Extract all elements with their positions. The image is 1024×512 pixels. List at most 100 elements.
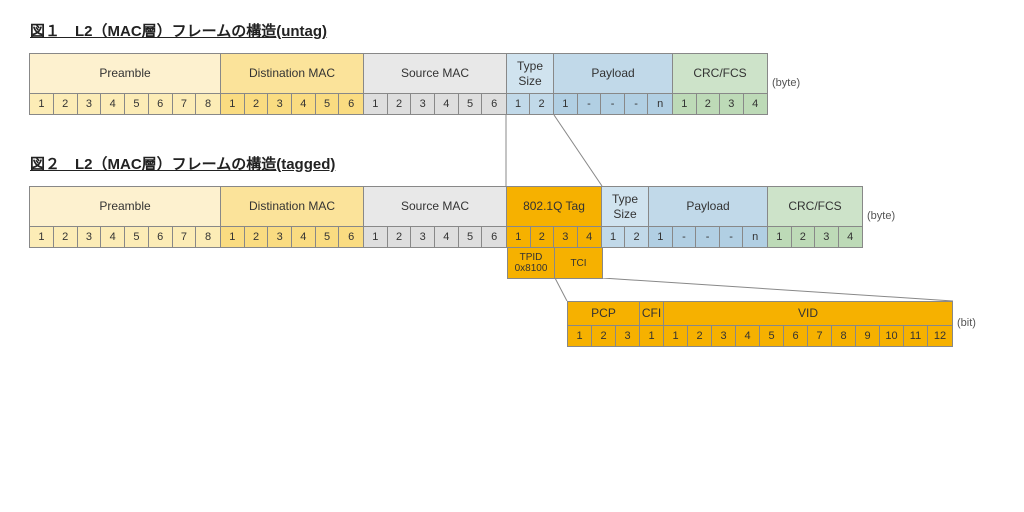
byte-cell: 4 <box>839 227 862 247</box>
byte-cell: 4 <box>435 227 459 247</box>
bit-cell: 1 <box>664 326 688 346</box>
payload-field: Payload1---n <box>553 53 673 115</box>
byte-cell: 1 <box>221 227 245 247</box>
byte-cell: 5 <box>459 227 483 247</box>
fig1-title: 図１ L2（MAC層）フレームの構造(untag) <box>30 20 994 41</box>
dmac-field-bytes: 123456 <box>221 94 363 114</box>
tag-field-header: 802.1Q Tag <box>507 187 601 227</box>
byte-cell: 3 <box>815 227 839 247</box>
byte-cell: 3 <box>554 227 578 247</box>
tag-field-bytes: 1234 <box>507 227 601 247</box>
fig2-frame: Preamble12345678Distination MAC123456Sou… <box>30 186 994 248</box>
byte-cell: 6 <box>482 94 506 114</box>
byte-cell: 6 <box>149 94 173 114</box>
bit-cell: 4 <box>736 326 760 346</box>
bit-cell: 5 <box>760 326 784 346</box>
byte-cell: 1 <box>673 94 697 114</box>
byte-cell: 6 <box>339 94 363 114</box>
crc-field-header: CRC/FCS <box>673 54 767 94</box>
byte-cell: 3 <box>720 94 744 114</box>
byte-cell: 5 <box>316 94 340 114</box>
byte-cell: 2 <box>388 227 412 247</box>
smac-field: Source MAC123456 <box>363 53 507 115</box>
byte-cell: - <box>601 94 625 114</box>
byte-cell: 1 <box>364 94 388 114</box>
byte-cell: 4 <box>101 94 125 114</box>
dmac-field: Distination MAC123456 <box>220 186 364 248</box>
byte-cell: 5 <box>459 94 483 114</box>
byte-cell: 2 <box>531 227 555 247</box>
smac-field-bytes: 123456 <box>364 94 506 114</box>
smac-field-header: Source MAC <box>364 54 506 94</box>
byte-cell: 4 <box>292 227 316 247</box>
byte-cell: 2 <box>792 227 816 247</box>
preamble-field-header: Preamble <box>30 187 220 227</box>
bit-cell: 1 <box>640 326 664 346</box>
byte-cell: 4 <box>578 227 601 247</box>
unit-bit: (bit) <box>957 301 976 345</box>
byte-cell: 6 <box>339 227 363 247</box>
payload-field-bytes: 1---n <box>554 94 672 114</box>
crc-field: CRC/FCS1234 <box>672 53 768 115</box>
byte-cell: 3 <box>411 94 435 114</box>
payload-field: Payload1---n <box>648 186 768 248</box>
tpid-subfield: TPID 0x8100 <box>508 248 555 278</box>
byte-cell: 1 <box>30 94 54 114</box>
bit-cell: 11 <box>904 326 928 346</box>
bit-cell: 2 <box>592 326 616 346</box>
byte-cell: n <box>648 94 672 114</box>
byte-cell: 2 <box>245 227 269 247</box>
figure-2: 図２ L2（MAC層）フレームの構造(tagged) Preamble12345… <box>30 153 994 347</box>
byte-cell: - <box>625 94 649 114</box>
crc-field-bytes: 1234 <box>673 94 767 114</box>
byte-cell: 3 <box>268 94 292 114</box>
byte-cell: 3 <box>78 227 102 247</box>
byte-cell: n <box>743 227 767 247</box>
byte-cell: 1 <box>30 227 54 247</box>
smac-field-header: Source MAC <box>364 187 506 227</box>
dmac-field: Distination MAC123456 <box>220 53 364 115</box>
dmac-field-header: Distination MAC <box>221 187 363 227</box>
bit-cell: 10 <box>880 326 904 346</box>
byte-cell: 8 <box>196 227 220 247</box>
preamble-field-bytes: 12345678 <box>30 227 220 247</box>
byte-cell: 4 <box>292 94 316 114</box>
type-field-bytes: 12 <box>507 94 553 114</box>
byte-cell: 4 <box>435 94 459 114</box>
preamble-field-header: Preamble <box>30 54 220 94</box>
byte-cell: 2 <box>54 94 78 114</box>
tag-subfields: TPID 0x8100TCI <box>507 248 603 279</box>
byte-cell: 2 <box>697 94 721 114</box>
tci-breakdown: PCPCFIVID1231123456789101112(bit) <box>567 301 994 347</box>
byte-cell: - <box>673 227 697 247</box>
fig2-title: 図２ L2（MAC層）フレームの構造(tagged) <box>30 153 994 174</box>
payload-field-header: Payload <box>554 54 672 94</box>
byte-cell: 1 <box>768 227 792 247</box>
crc-field-bytes: 1234 <box>768 227 862 247</box>
bit-cell: 6 <box>784 326 808 346</box>
bit-cell: 12 <box>928 326 952 346</box>
byte-cell: 7 <box>173 227 197 247</box>
byte-cell: - <box>696 227 720 247</box>
type-field: Type Size12 <box>601 186 649 248</box>
unit-byte: (byte) <box>772 53 800 113</box>
byte-cell: 6 <box>482 227 506 247</box>
unit-byte: (byte) <box>867 186 895 246</box>
byte-cell: 2 <box>625 227 648 247</box>
preamble-field: Preamble12345678 <box>29 53 221 115</box>
byte-cell: 1 <box>554 94 578 114</box>
byte-cell: 1 <box>507 227 531 247</box>
type-field-bytes: 12 <box>602 227 648 247</box>
bit-cell: 3 <box>712 326 736 346</box>
byte-cell: 4 <box>101 227 125 247</box>
fig1-frame: Preamble12345678Distination MAC123456Sou… <box>30 53 994 115</box>
bit-cell: 3 <box>616 326 640 346</box>
byte-cell: 2 <box>388 94 412 114</box>
dmac-field-header: Distination MAC <box>221 54 363 94</box>
type-field-header: Type Size <box>507 54 553 94</box>
cfi-header: CFI <box>640 302 664 326</box>
bit-cell: 7 <box>808 326 832 346</box>
byte-cell: 2 <box>530 94 553 114</box>
tag-field: 802.1Q Tag1234 <box>506 186 602 248</box>
byte-cell: 1 <box>364 227 388 247</box>
